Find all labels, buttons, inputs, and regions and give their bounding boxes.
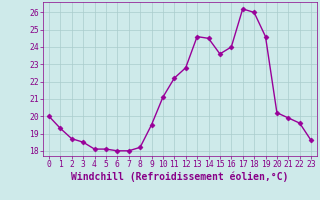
- X-axis label: Windchill (Refroidissement éolien,°C): Windchill (Refroidissement éolien,°C): [71, 172, 289, 182]
